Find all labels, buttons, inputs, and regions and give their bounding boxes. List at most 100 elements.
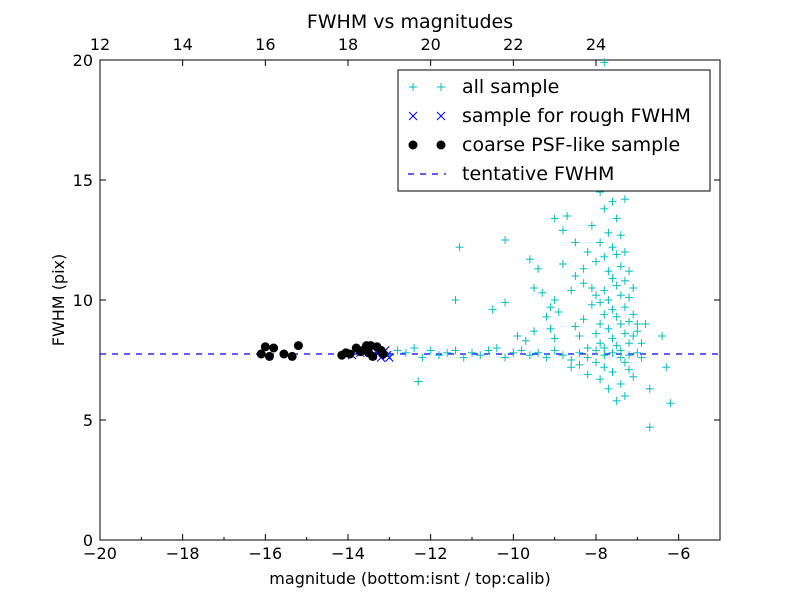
series-all-sample [385,58,675,432]
all-sample-point [616,291,625,300]
all-sample-point [625,267,634,276]
psf-like-point [368,351,378,361]
all-sample-point [608,243,617,252]
psf-like-point [378,349,388,359]
all-sample-point [587,300,596,309]
all-sample-point [567,286,576,295]
all-sample-point [501,298,510,307]
all-sample-point [645,423,654,432]
legend-label-psf-like: coarse PSF-like sample [462,134,680,156]
all-sample-point [575,332,584,340]
all-sample-point [550,334,559,343]
all-sample-point [587,221,596,230]
all-sample-point [567,356,576,364]
all-sample-point [579,315,588,324]
all-sample-point [612,312,621,321]
top-tick-label: 16 [255,35,275,54]
psf-like-point [362,341,372,351]
psf-like-point [293,341,303,351]
all-sample-point [633,348,642,357]
y-axis-label: FWHM (pix) [49,254,68,347]
all-sample-point [637,353,646,362]
all-sample-point [583,370,592,379]
all-sample-point [583,344,592,352]
all-sample-point [662,363,671,372]
x-axis-label: magnitude (bottom:isnt / top:calib) [269,569,550,588]
all-sample-point [620,358,629,367]
all-sample-point [542,353,551,362]
x-tick-label: −16 [248,544,282,563]
all-sample-point [629,284,638,292]
legend-marker-psf-like [436,140,446,150]
all-sample-point [612,281,621,290]
all-sample-point [509,348,518,357]
chart-title: FWHM vs magnitudes [307,11,513,33]
y-tick-label: 15 [73,171,93,190]
all-sample-point [608,334,617,343]
all-sample-point [641,320,650,328]
top-tick-label: 20 [420,35,440,54]
legend-marker-psf-like [408,140,418,150]
all-sample-point [625,339,634,348]
all-sample-point [393,346,402,355]
all-sample-point [629,332,638,340]
all-sample-point [633,320,642,328]
all-sample-point [620,303,629,312]
all-sample-point [620,248,629,256]
all-sample-point [554,308,563,316]
all-sample-point [600,344,609,352]
all-sample-point [600,351,609,360]
top-tick-label: 22 [503,35,523,54]
all-sample-point [468,348,476,357]
psf-like-point [256,349,266,359]
all-sample-point [521,336,530,345]
all-sample-point [451,296,460,304]
all-sample-point [592,329,600,338]
all-sample-point [620,276,629,285]
all-sample-point [600,204,609,213]
all-sample-point [600,363,609,372]
top-tick-label: 12 [90,35,110,54]
all-sample-point [616,346,625,355]
legend-marker-rough-fwhm [408,111,418,121]
all-sample-point [575,348,584,357]
legend-label-all-sample: all sample [462,76,559,98]
legend-marker-all-sample [437,83,445,91]
all-sample-point [546,324,555,333]
all-sample-point [600,252,609,261]
all-sample-point [620,195,629,204]
all-sample-point [629,310,638,319]
all-sample-point [592,358,600,367]
all-sample-point [530,284,538,292]
all-sample-point [583,248,592,256]
psf-like-point [260,342,270,352]
all-sample-point [600,310,609,319]
all-sample-point [625,351,634,360]
series-psf-like [256,341,388,361]
all-sample-point [612,341,621,350]
psf-like-point [269,343,279,353]
all-sample-point [579,279,588,288]
x-tick-label: −20 [83,544,117,563]
y-tick-label: 10 [73,291,93,310]
all-sample-point [608,368,617,376]
x-tick-label: −6 [667,544,691,563]
all-sample-point [484,346,493,355]
all-sample-point [604,324,613,333]
all-sample-point [563,212,572,220]
x-tick-label: −14 [331,544,365,563]
all-sample-point [575,360,584,369]
all-sample-point [426,346,435,355]
all-sample-point [513,332,522,340]
all-sample-point [414,377,423,386]
all-sample-point [558,260,567,268]
all-sample-point [645,384,654,393]
all-sample-point [530,327,538,336]
all-sample-point [571,322,580,331]
all-sample-point [620,329,629,338]
all-sample-point [600,286,609,295]
all-sample-point [546,303,555,312]
legend: all sample sample for rough FWHM coarse … [397,69,711,192]
all-sample-point [612,396,621,405]
